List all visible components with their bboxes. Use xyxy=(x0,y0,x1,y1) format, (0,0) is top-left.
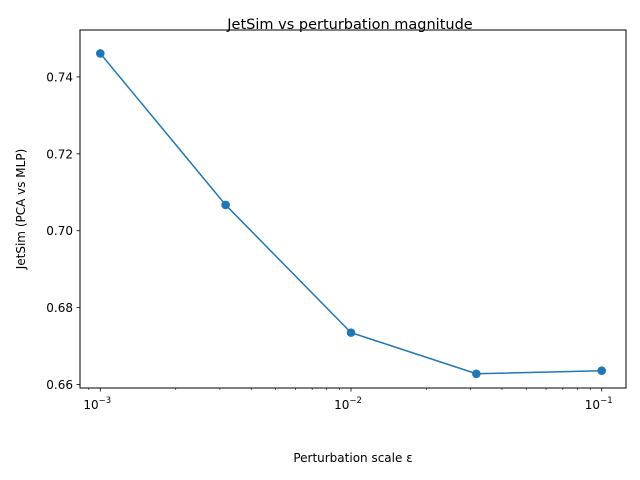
data-point xyxy=(221,200,230,210)
chart-title: JetSim vs perturbation magnitude xyxy=(226,17,473,33)
plot-frame xyxy=(79,29,627,389)
series-markers xyxy=(95,49,607,379)
y-axis-label: JetSim (PCA vs MLP) xyxy=(14,149,28,271)
y-tick-label: 0.68 xyxy=(46,301,73,315)
x-tick-label: 10−2 xyxy=(334,396,362,412)
y-tick-label: 0.66 xyxy=(46,378,73,392)
data-point xyxy=(95,49,105,58)
data-point xyxy=(472,369,481,379)
data-point xyxy=(346,328,356,337)
y-tick-label: 0.70 xyxy=(46,224,73,238)
x-axis-label: Perturbation scale ε xyxy=(293,451,412,465)
y-ticks: 0.66 0.68 0.70 0.72 0.74 xyxy=(46,70,80,392)
data-point xyxy=(597,366,607,375)
series-line xyxy=(99,52,602,375)
x-major-ticks: 10−3 10−2 10−1 xyxy=(83,388,613,412)
x-tick-label: 10−3 xyxy=(83,396,111,412)
y-tick-label: 0.72 xyxy=(46,147,73,161)
x-tick-label: 10−1 xyxy=(585,396,613,412)
y-tick-label: 0.74 xyxy=(46,70,73,84)
